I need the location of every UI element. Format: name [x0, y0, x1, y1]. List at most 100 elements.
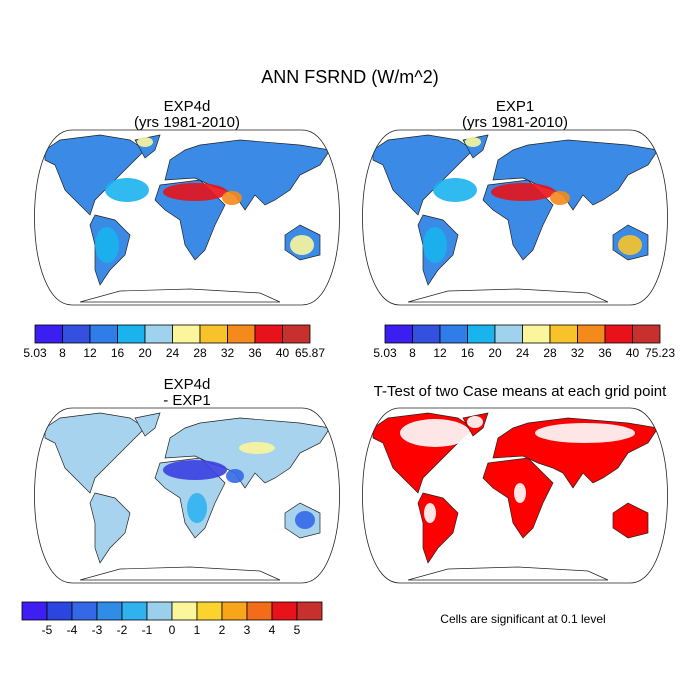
- panel-title: EXP1: [496, 98, 534, 115]
- colorbar-box: [254, 324, 283, 344]
- colorbar-box: [196, 601, 223, 621]
- field-patch: [137, 137, 153, 147]
- land-australia: [612, 502, 649, 539]
- colorbar-box: [89, 324, 118, 344]
- colorbar-box: [296, 601, 323, 621]
- field-patch: [433, 178, 477, 202]
- field-patch: [423, 227, 447, 263]
- field-patch: [163, 183, 227, 201]
- colorbar-label: 12: [433, 346, 447, 360]
- colorbar-label: 40: [276, 346, 290, 360]
- panel-subtitle: (yrs 1981-2010): [462, 114, 568, 131]
- colorbar-label: -1: [142, 623, 153, 637]
- land-greenland: [134, 412, 161, 437]
- field-patch: [514, 483, 526, 503]
- colorbar-box: [172, 324, 201, 344]
- field-patch: [187, 493, 207, 523]
- colorbar-label: 4: [269, 623, 276, 637]
- colorbar-label: 2: [219, 623, 226, 637]
- colorbar-label: -4: [67, 623, 78, 637]
- colorbar-box: [21, 601, 48, 621]
- field-patch: [226, 469, 244, 483]
- colorbar-box: [146, 601, 173, 621]
- land-antarctica: [407, 566, 609, 581]
- main-title: ANN FSRND (W/m^2): [261, 67, 438, 87]
- colorbar-label: 24: [166, 346, 180, 360]
- land-antarctica: [79, 288, 281, 303]
- colorbar-box: [171, 601, 198, 621]
- colorbar-label: 5.03: [23, 346, 47, 360]
- colorbar-label: 75.23: [645, 346, 675, 360]
- colorbar-box: [522, 324, 551, 344]
- colorbar-label: 36: [598, 346, 612, 360]
- panel-subtitle: - EXP1: [163, 392, 211, 409]
- land-namerica: [44, 134, 146, 216]
- panel-title: EXP4d: [164, 98, 211, 115]
- colorbar-box: [412, 324, 441, 344]
- field-patch: [400, 419, 470, 447]
- field-patch: [239, 442, 275, 454]
- map-fill: [44, 134, 331, 303]
- field-patch: [222, 191, 242, 205]
- colorbar-label: 28: [193, 346, 207, 360]
- colorbar-label: 24: [516, 346, 530, 360]
- colorbar-box: [467, 324, 496, 344]
- colorbar-label: 8: [59, 346, 66, 360]
- colorbar-label: 20: [138, 346, 152, 360]
- colorbar-label: -3: [92, 623, 103, 637]
- colorbar-box: [199, 324, 228, 344]
- field-patch: [105, 178, 149, 202]
- land-namerica: [372, 134, 474, 216]
- field-patch: [95, 227, 119, 263]
- map: [362, 407, 668, 584]
- colorbar-label: 28: [543, 346, 557, 360]
- map-fill: [372, 412, 659, 581]
- colorbar-label: 16: [111, 346, 125, 360]
- colorbar-label: 32: [221, 346, 235, 360]
- colorbar-label: 0: [169, 623, 176, 637]
- colorbar-label: 36: [248, 346, 262, 360]
- colorbar-box: [221, 601, 248, 621]
- colorbar-box: [121, 601, 148, 621]
- land-antarctica: [407, 288, 609, 303]
- colorbar-label: 16: [461, 346, 475, 360]
- colorbar-box: [34, 324, 63, 344]
- field-patch: [618, 235, 642, 255]
- colorbar-label: 20: [488, 346, 502, 360]
- colorbar-label: 65.87: [295, 346, 325, 360]
- panel-subtitle: (yrs 1981-2010): [134, 114, 240, 131]
- field-patch: [290, 235, 314, 255]
- map-outline: [362, 129, 668, 306]
- colorbar-box: [271, 601, 298, 621]
- map-outline: [362, 407, 668, 584]
- panel-title: EXP4d: [164, 376, 211, 393]
- colorbar-box: [439, 324, 468, 344]
- colorbar-label: 3: [244, 623, 251, 637]
- colorbar-box: [71, 601, 98, 621]
- field-patch: [465, 137, 481, 147]
- colorbar-box: [117, 324, 146, 344]
- colorbar-label: 12: [83, 346, 97, 360]
- map: [34, 407, 340, 584]
- field-patch: [550, 191, 570, 205]
- note: Cells are significant at 0.1 level: [440, 612, 605, 626]
- map-outline: [34, 129, 340, 306]
- land-samerica: [417, 492, 459, 564]
- land-namerica: [44, 412, 146, 494]
- colorbar-box: [549, 324, 578, 344]
- map: [362, 129, 668, 306]
- colorbar-label: 8: [409, 346, 416, 360]
- colorbar-box: [632, 324, 661, 344]
- colorbar-label: 1: [194, 623, 201, 637]
- colorbar-box: [246, 601, 273, 621]
- colorbar-label: 40: [626, 346, 640, 360]
- field-patch: [295, 511, 315, 529]
- colorbar-box: [144, 324, 173, 344]
- colorbar-box: [384, 324, 413, 344]
- colorbar-box: [494, 324, 523, 344]
- land-antarctica: [79, 566, 281, 581]
- field-patch: [535, 423, 635, 443]
- map: [34, 129, 340, 306]
- field-patch: [491, 183, 555, 201]
